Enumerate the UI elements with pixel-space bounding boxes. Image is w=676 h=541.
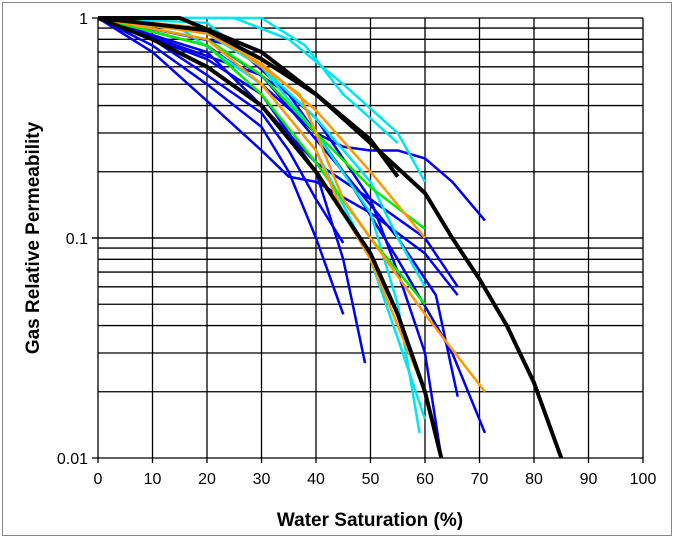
series-line	[97, 16, 421, 434]
series-line	[97, 16, 345, 315]
y-tick-label: 0.1	[66, 231, 88, 248]
series-lines	[97, 16, 564, 459]
grid	[92, 17, 644, 463]
x-axis-label: Water Saturation (%)	[277, 510, 463, 531]
x-tick-label: 100	[630, 471, 657, 488]
y-tick-label: 0.01	[57, 451, 88, 468]
tick-labels: 0 10 20 30 40 50 60 70 80 90 100 0.01 0.1 1	[57, 11, 657, 488]
x-tick-label: 10	[144, 471, 162, 488]
chart-frame	[2, 2, 672, 536]
x-tick-label: 40	[307, 471, 325, 488]
series-line	[97, 16, 367, 364]
x-tick-label: 80	[525, 471, 543, 488]
series-line	[98, 16, 564, 459]
x-tick-label: 70	[471, 471, 489, 488]
y-axis-label: Gas Relative Permeability	[23, 121, 44, 354]
x-tick-label: 50	[362, 471, 380, 488]
x-tick-label: 0	[94, 471, 103, 488]
x-tick-label: 60	[416, 471, 434, 488]
series-line	[97, 16, 459, 296]
x-tick-label: 30	[253, 471, 271, 488]
series-line	[97, 16, 427, 393]
series-line	[98, 16, 399, 145]
x-tick-label: 20	[198, 471, 216, 488]
x-tick-label: 90	[580, 471, 598, 488]
y-tick-label: 1	[79, 11, 88, 28]
series-line	[97, 16, 400, 178]
series-line	[97, 16, 444, 459]
